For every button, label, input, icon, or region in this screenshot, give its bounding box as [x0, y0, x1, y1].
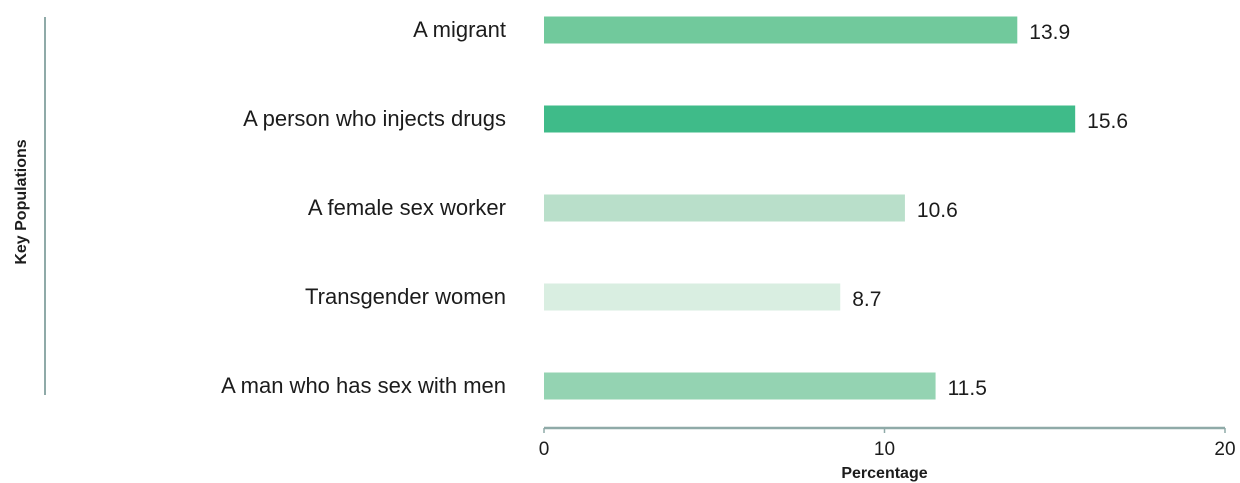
bar	[544, 372, 936, 400]
x-ticks-layer: 0 10 20	[539, 428, 1236, 460]
bar	[544, 105, 1076, 133]
value-label: 15.6	[1087, 110, 1128, 133]
value-label: 8.7	[852, 288, 881, 311]
category-label: A female sex worker	[308, 195, 506, 220]
x-tick-label: 10	[874, 439, 895, 460]
value-label: 11.5	[948, 377, 987, 400]
category-label: A migrant	[413, 17, 506, 42]
bar	[544, 283, 841, 311]
x-tick-label: 0	[539, 439, 550, 460]
x-axis-title: Percentage	[841, 465, 927, 482]
x-tick-label: 20	[1214, 439, 1235, 460]
value-label: 13.9	[1029, 21, 1070, 44]
bar	[544, 16, 1018, 44]
value-label: 10.6	[917, 199, 958, 222]
category-label: A man who has sex with men	[221, 373, 506, 398]
bars-layer: A migrant 13.9 A person who injects drugs 1…	[221, 16, 1128, 400]
y-axis-title: Key Populations	[13, 139, 30, 264]
category-label: Transgender women	[305, 284, 506, 309]
category-label: A person who injects drugs	[243, 106, 506, 131]
bar	[544, 194, 905, 222]
